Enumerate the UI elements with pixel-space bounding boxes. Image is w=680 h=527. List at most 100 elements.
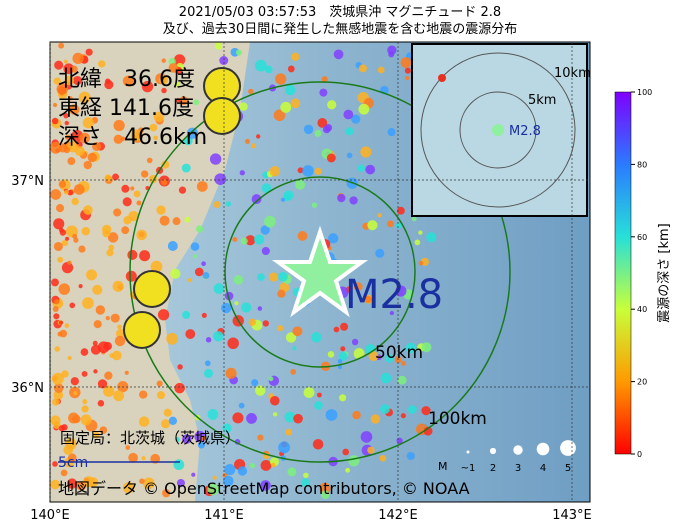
quake-dot [277, 289, 286, 298]
quake-dot [139, 478, 145, 484]
info-longitude: 東経 141.6度 [58, 96, 194, 121]
quake-dot [150, 453, 161, 464]
quake-dot [200, 435, 207, 441]
quake-dot [346, 152, 353, 159]
quake-dot [177, 364, 183, 370]
quake-dot [240, 237, 248, 245]
quake-dot [181, 163, 191, 173]
quake-dot [95, 305, 106, 315]
quake-dot [58, 42, 65, 49]
quake-dot [387, 128, 396, 137]
quake-dot [349, 196, 358, 205]
quake-dot [377, 213, 382, 218]
quake-dot [67, 189, 74, 196]
quake-dot [269, 395, 280, 406]
quake-dot [342, 448, 350, 456]
quake-dot [128, 452, 138, 463]
quake-dot [314, 129, 322, 137]
quake-dot [125, 445, 131, 450]
quake-dot [103, 385, 115, 397]
quake-dot [192, 254, 197, 259]
quake-dot [176, 479, 185, 487]
quake-dot [314, 401, 323, 410]
quake-dot [156, 205, 166, 215]
quake-dot [174, 382, 185, 394]
colorbar-tick-label: 40 [637, 305, 647, 314]
quake-dot [58, 180, 67, 188]
quake-dot [162, 488, 171, 498]
quake-dot [327, 351, 335, 358]
quake-dot [51, 278, 59, 287]
quake-dot [136, 200, 142, 206]
quake-dot [112, 173, 120, 181]
quake-dot [319, 88, 328, 97]
quake-dot [63, 63, 75, 75]
quake-dot [234, 301, 239, 306]
colorbar-tick-label: 20 [637, 378, 647, 387]
info-latitude: 北緯 36.6度 [58, 67, 195, 92]
quake-dot [138, 416, 150, 427]
quake-dot [59, 320, 64, 325]
quake-dot [358, 64, 367, 73]
magnitude-legend-label: M [438, 460, 448, 473]
quake-dot [262, 320, 269, 327]
quake-dot [201, 312, 207, 318]
quake-dot [184, 216, 191, 223]
quake-dot [340, 322, 349, 331]
magnitude-legend-size: 3 [515, 463, 521, 474]
quake-dot [275, 73, 287, 85]
quake-dot [280, 197, 285, 202]
quake-dot [325, 409, 338, 421]
quake-dot [197, 441, 206, 449]
quake-dot [111, 350, 122, 361]
quake-dot [321, 76, 328, 83]
quake-dot [130, 186, 135, 191]
quake-dot [201, 261, 206, 266]
quake-dot [317, 117, 328, 128]
quake-dot [212, 475, 217, 480]
quake-dot [78, 91, 91, 104]
quake-dot [57, 256, 64, 263]
quake-dot [283, 190, 294, 201]
quake-dot [54, 299, 60, 305]
quake-dot [278, 271, 288, 282]
quake-dot [312, 439, 324, 450]
quake-dot [254, 59, 267, 72]
quake-dot [106, 249, 114, 257]
quake-dot [278, 441, 291, 454]
quake-dot [67, 355, 72, 361]
quake-dot [268, 376, 274, 382]
quake-dot [285, 332, 297, 343]
quake-dot [102, 229, 111, 238]
quake-dot [241, 302, 252, 313]
quake-dot [389, 310, 394, 316]
quake-dot [251, 194, 262, 205]
quake-dot [64, 75, 74, 86]
quake-dot [178, 186, 187, 194]
colorbar-tick-label: 100 [637, 88, 652, 97]
quake-dot [139, 390, 148, 399]
quake-dot [256, 134, 261, 139]
quake-dot [110, 313, 120, 323]
quake-dot [360, 146, 372, 158]
quake-dot [166, 332, 179, 345]
quake-dot [303, 124, 314, 135]
quake-dot [187, 278, 193, 283]
quake-dot [194, 267, 204, 277]
quake-dot [50, 189, 62, 200]
quake-dot [222, 423, 232, 433]
quake-dot [146, 157, 153, 164]
quake-dot [214, 173, 227, 186]
quake-dot [239, 102, 248, 111]
quake-dot [260, 460, 272, 471]
lon-label: 142°E [378, 508, 418, 523]
quake-dot [175, 98, 181, 103]
title-line: 2021/05/03 03:57:53 茨城県沖 マグニチュード 2.8 [179, 5, 501, 20]
quake-dot [168, 416, 178, 425]
quake-dot [232, 412, 244, 424]
quake-dot [69, 302, 76, 309]
quake-dot [322, 125, 331, 134]
quake-dot [64, 120, 69, 126]
quake-dot [156, 380, 163, 387]
quake-dot [408, 405, 417, 414]
